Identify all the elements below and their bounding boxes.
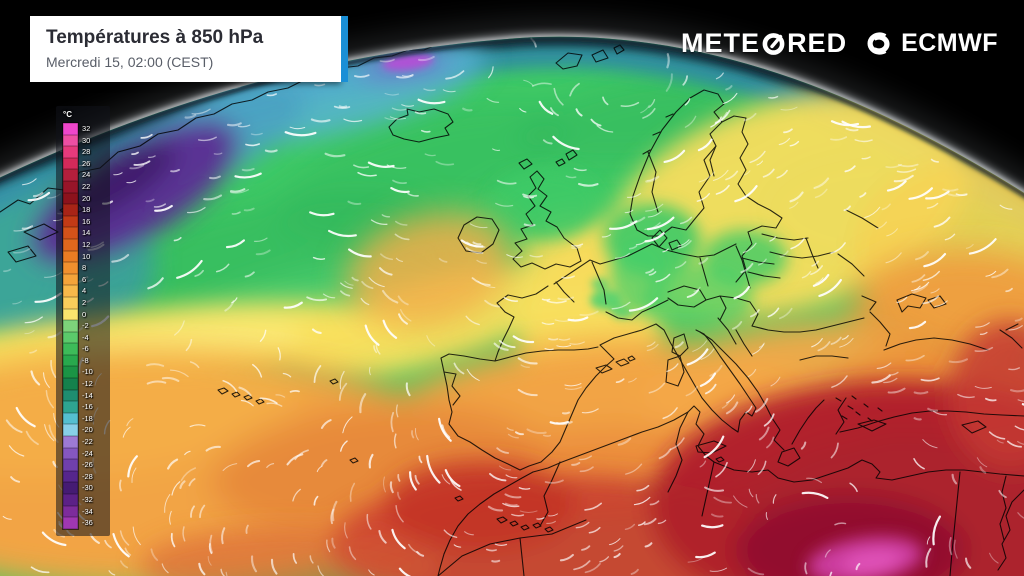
legend-stop: -8	[63, 354, 89, 367]
title-card: Températures à 850 hPa Mercredi 15, 02:0…	[30, 16, 348, 82]
legend-stop: 20	[63, 192, 90, 205]
legend-stop: -36	[63, 517, 93, 529]
legend-stop: 2	[63, 296, 86, 309]
legend-stop: -18	[63, 412, 93, 425]
legend-stop: 10	[63, 250, 90, 263]
legend-unit-label: °C	[63, 110, 72, 119]
page-title: Températures à 850 hPa	[46, 27, 264, 48]
legend-stop: 0	[63, 308, 86, 321]
ecmwf-text: ECMWF	[901, 29, 998, 57]
legend-stop: -20	[63, 424, 93, 437]
legend-stop: -22	[63, 436, 93, 448]
legend-stop: -6	[63, 343, 89, 355]
legend-stop: 24	[63, 169, 90, 181]
legend-stop: 14	[63, 227, 90, 239]
legend-stop: 18	[63, 204, 90, 216]
branding: METE RED ECMWF	[681, 28, 998, 59]
legend-stop: -30	[63, 482, 93, 494]
legend-stop: 26	[63, 157, 90, 170]
legend-stop: -16	[63, 401, 93, 413]
legend-stop: -14	[63, 389, 93, 402]
legend-stop: -32	[63, 494, 93, 506]
legend-stop: 30	[63, 134, 90, 147]
legend-stop: -34	[63, 505, 93, 518]
legend-stop: -28	[63, 470, 93, 483]
legend-stop: 22	[63, 180, 90, 193]
card-accent-stripe	[341, 16, 348, 82]
legend-stop: 16	[63, 215, 90, 228]
legend-stop: 6	[63, 273, 86, 286]
meteored-logo: METE RED	[681, 28, 847, 59]
wind-streamlines	[2, 37, 1024, 576]
temperature-legend: °C 32 30 28 26 24 22 20 18 16 14 12 10 8 6 4 2 0 -2 -4 -6 -8…	[56, 106, 110, 536]
legend-stop: -12	[63, 378, 93, 390]
legend-stop: -10	[63, 366, 93, 379]
legend-stop: -26	[63, 459, 93, 471]
ecmwf-mark-icon	[867, 32, 890, 55]
country-borders	[0, 43, 1024, 576]
compass-o-icon	[762, 33, 785, 55]
ecmwf-logo: ECMWF	[861, 29, 998, 58]
legend-stop: 4	[63, 285, 86, 297]
legend-stop: 8	[63, 262, 86, 274]
legend-stop: -24	[63, 447, 93, 460]
legend-stop: 28	[63, 146, 90, 158]
legend-stop: -4	[63, 331, 89, 344]
meteored-text-pre: METE	[681, 28, 761, 58]
hot-red-zone	[140, 320, 1024, 576]
legend-stop: 32	[63, 123, 90, 135]
valid-time-label: Mercredi 15, 02:00 (CEST)	[46, 54, 214, 70]
meteored-text-post: RED	[787, 28, 848, 58]
legend-colorbar: 32 30 28 26 24 22 20 18 16 14 12 10 8 6 4 2 0 -2 -4 -6 -8 -10…	[62, 122, 93, 530]
legend-stop: 12	[63, 238, 90, 251]
legend-stop: -2	[63, 320, 89, 332]
